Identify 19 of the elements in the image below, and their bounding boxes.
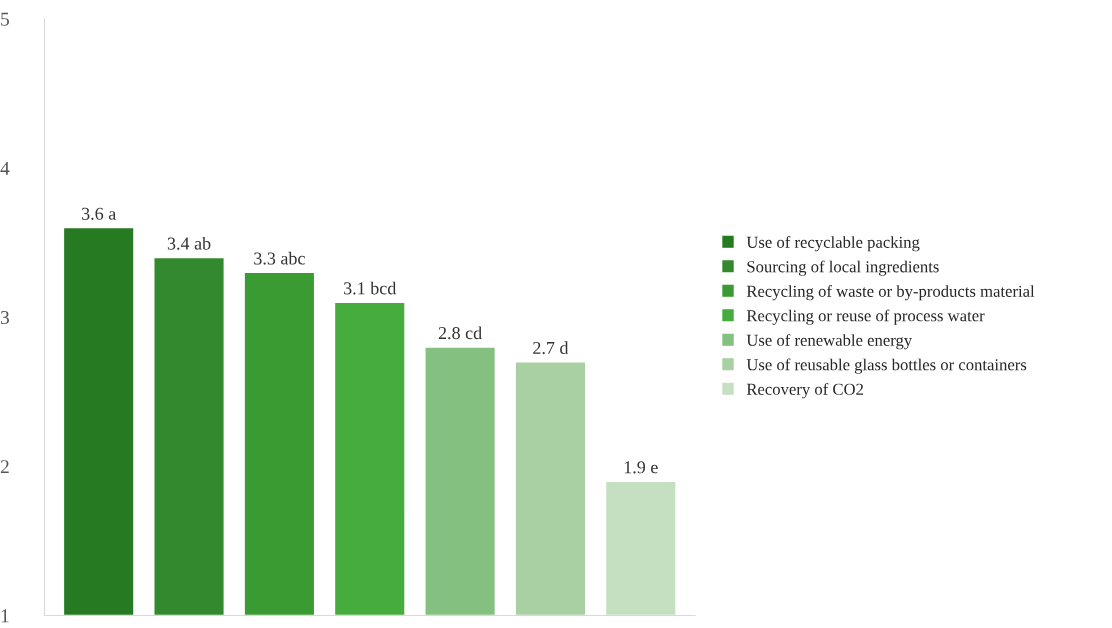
data-label: 1.9 e (624, 461, 658, 474)
y-tick-label: 2 (0, 460, 9, 474)
legend-label: Use of renewable energy (746, 333, 913, 350)
data-label: 3.1 bcd (344, 281, 397, 295)
data-label: 2.7 d (533, 341, 569, 355)
legend-label: Recycling or reuse of process water (746, 309, 985, 325)
data-label: 2.8 cd (438, 326, 482, 340)
legend-label: Sourcing of local ingredients (747, 260, 939, 276)
y-tick-label: 5 (1, 12, 9, 26)
data-label: 3.4 ab (167, 236, 211, 250)
legend-label: Recycling of waste or by-products material (746, 284, 1035, 301)
y-tick-label: 1 (1, 609, 9, 623)
data-label: 3.3 abc (254, 251, 305, 265)
legend-label: Recovery of CO2 (746, 382, 863, 399)
y-tick-label: 4 (0, 161, 10, 175)
legend-label: Use of recyclable packing (746, 235, 920, 252)
y-tick-label: 3 (0, 311, 9, 325)
data-label: 3.6 a (82, 207, 116, 220)
legend-label: Use of reusable glass bottles or containers (746, 358, 1027, 374)
